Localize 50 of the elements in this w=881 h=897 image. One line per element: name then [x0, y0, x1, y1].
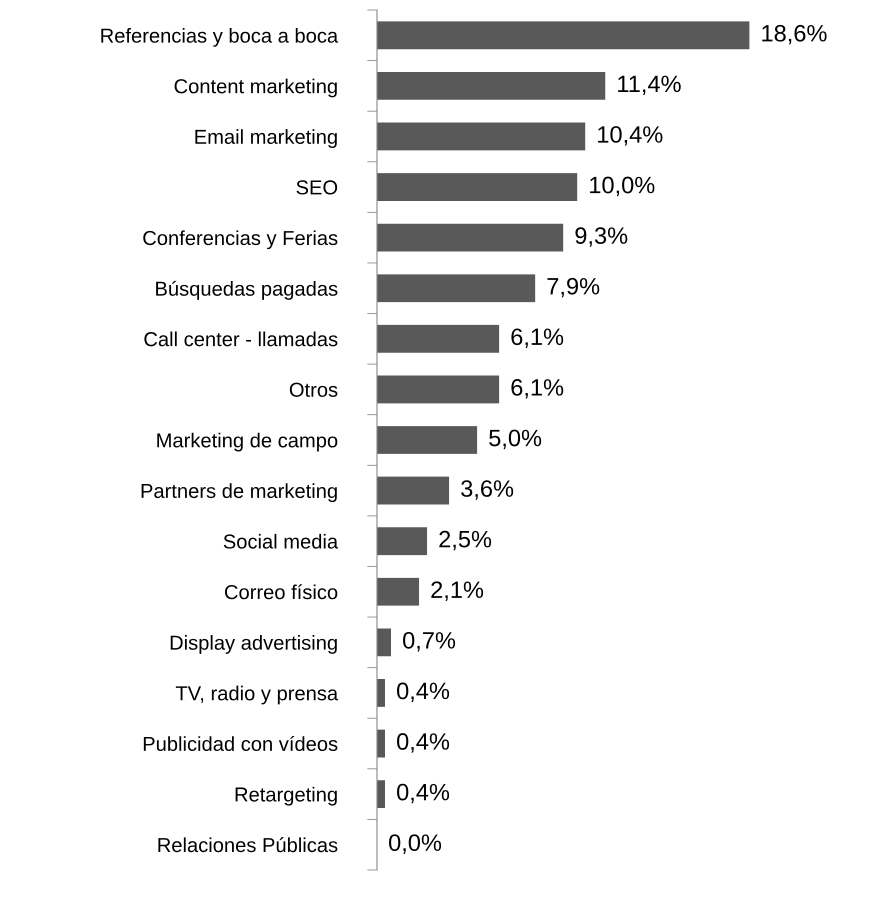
bar: [377, 578, 420, 606]
y-tick-label: Partners de marketing: [142, 483, 337, 502]
y-tick-label: Call center - llamadas: [144, 332, 338, 346]
bar: [377, 376, 500, 404]
data-label: 0,7%: [403, 632, 456, 652]
bar: [377, 21, 750, 50]
data-label: 6,1%: [511, 328, 564, 348]
bar: [377, 122, 586, 150]
data-label: 0,4%: [397, 682, 450, 702]
data-label: 2,5%: [439, 530, 492, 550]
y-tick-label: Relaciones Públicas: [158, 837, 338, 852]
bar: [377, 679, 386, 707]
y-tick-label: Marketing de campo: [157, 432, 338, 452]
data-label: 9,3%: [575, 227, 628, 247]
data-label: 0,0%: [389, 834, 442, 854]
data-label: 7,9%: [547, 278, 600, 298]
bar: [377, 476, 450, 504]
bar: [377, 324, 500, 353]
y-tick-label: Conferencias y Ferias: [143, 230, 338, 250]
y-tick-label: Búsquedas pagadas: [156, 280, 338, 300]
bar: [377, 426, 478, 454]
y-tick-label: Correo físico: [224, 584, 338, 600]
y-tick-label: TV, radio y prensa: [176, 686, 338, 704]
bar: [377, 274, 536, 302]
y-tick-label: Social media: [224, 534, 338, 549]
y-tick-label: Display advertising: [170, 635, 337, 654]
y-tick-label: Retargeting: [236, 786, 337, 806]
y-tick-label: Otros: [290, 382, 338, 397]
data-label: 10,4%: [598, 126, 662, 146]
data-label: 0,4%: [397, 733, 450, 753]
bar: [377, 628, 392, 656]
data-label: 18,6%: [762, 24, 827, 44]
data-label: 11,4%: [618, 76, 681, 96]
bar: [377, 224, 564, 252]
data-label: 6,1%: [511, 379, 564, 399]
bar: [377, 173, 578, 201]
y-tick-label: Publicidad con vídeos: [144, 736, 338, 752]
bar: [377, 780, 386, 808]
data-label: 5,0%: [489, 430, 542, 450]
y-tick-label: Referencias y boca a boca: [101, 28, 338, 47]
bar: [377, 527, 428, 556]
data-label: 2,1%: [431, 581, 484, 601]
bar: [377, 72, 606, 100]
data-label: 0,4%: [397, 784, 450, 804]
data-label: 3,6%: [461, 480, 514, 500]
bar: [377, 730, 386, 758]
y-tick-label: Content marketing: [174, 78, 337, 98]
y-tick-label: SEO: [296, 180, 338, 195]
data-label: 10,0%: [590, 176, 654, 196]
y-tick-label: Email marketing: [195, 129, 337, 148]
